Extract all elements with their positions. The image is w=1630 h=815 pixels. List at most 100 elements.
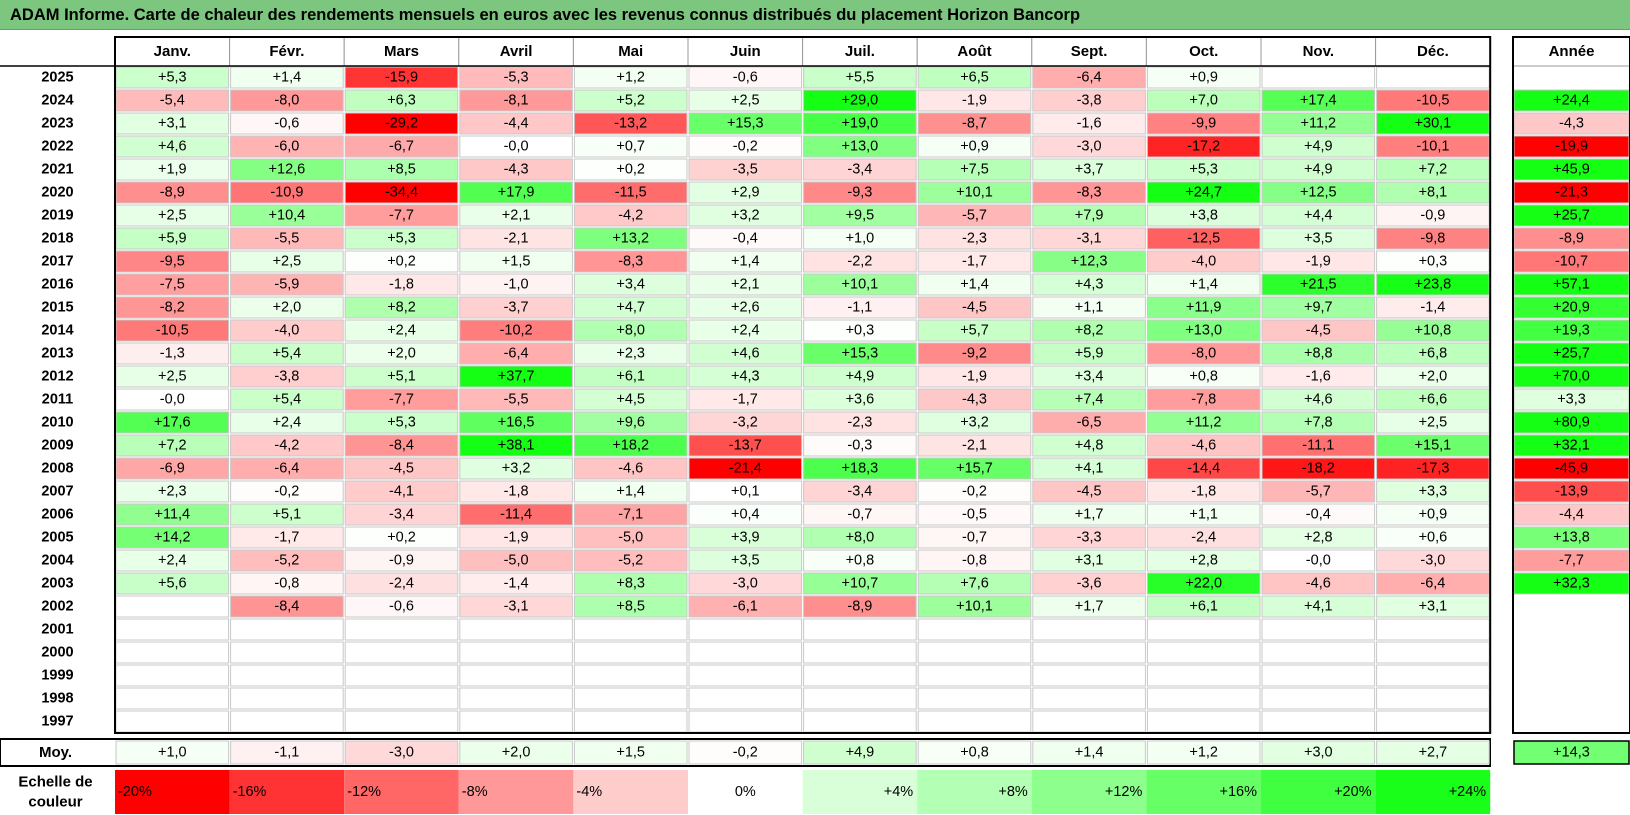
cell-value: +2,0 [1419, 369, 1448, 385]
heat-cell [1146, 158, 1261, 181]
color-scale-label: couleur [28, 794, 82, 811]
cell-value: +2,1 [502, 208, 531, 224]
heat-cell [344, 434, 459, 457]
heat-cell [573, 572, 688, 595]
cell-value: +24,7 [1185, 185, 1222, 201]
cell-value: +14,2 [154, 530, 191, 546]
heat-cell [1032, 112, 1146, 135]
heat-cell [230, 411, 344, 434]
cell-value: -10,1 [1416, 139, 1449, 155]
cell-value: +10,8 [1415, 323, 1452, 339]
cell-value: +9,7 [1304, 300, 1333, 316]
heat-cell [1032, 342, 1146, 365]
heat-cell [1146, 250, 1261, 273]
annual-value: -13,9 [1555, 484, 1588, 500]
heat-cell [1032, 66, 1146, 89]
cell-value: -0,7 [847, 507, 872, 523]
month-header-label: Juin [730, 43, 761, 60]
cell-value: -0,7 [962, 530, 987, 546]
heat-cell [344, 227, 459, 250]
cell-value: +37,7 [498, 369, 535, 385]
color-scale-label-value: +24% [1449, 784, 1487, 800]
cell-value: +15,1 [1415, 438, 1452, 454]
year-label: 2022 [41, 139, 73, 155]
annual-column-border [1512, 36, 1630, 734]
cell-value: +8,5 [387, 162, 416, 178]
cell-value: +9,5 [846, 208, 875, 224]
heat-cell [230, 158, 344, 181]
heat-cell [803, 365, 917, 388]
cell-value: +2,5 [1419, 415, 1448, 431]
cell-value: +7,8 [1304, 415, 1333, 431]
annual-value: +80,9 [1553, 415, 1590, 431]
annual-cell [1514, 642, 1629, 663]
cell-value: +8,8 [1304, 346, 1333, 362]
cell-value: -17,2 [1187, 139, 1220, 155]
cell-value: -6,4 [274, 461, 299, 477]
heat-cell [1146, 434, 1261, 457]
heat-cell [917, 526, 1032, 549]
cell-value: -3,0 [733, 576, 758, 592]
cell-value: -3,0 [1420, 553, 1445, 569]
heat-cell [573, 595, 688, 618]
heat-cell [1261, 342, 1376, 365]
cell-value: +8,3 [616, 576, 645, 592]
heat-cell [1032, 411, 1146, 434]
heat-cell [1261, 204, 1376, 227]
heat-cell [230, 319, 344, 342]
annual-header-label: Année [1549, 43, 1595, 60]
cell-value: +17,6 [154, 415, 191, 431]
heat-cell [1032, 595, 1146, 618]
cell-value: +12,3 [1071, 254, 1108, 270]
cell-value: +2,4 [731, 323, 760, 339]
cell-value: -8,4 [389, 438, 414, 454]
color-scale-swatch [229, 770, 345, 814]
heat-cell [688, 250, 803, 273]
heat-cell [1032, 687, 1146, 710]
cell-value: -5,5 [504, 392, 529, 408]
heat-cell [803, 296, 917, 319]
heat-cell [573, 250, 688, 273]
cell-value: +3,9 [731, 530, 760, 546]
heat-cell [688, 365, 803, 388]
heat-cell [1032, 664, 1146, 687]
cell-value: +3,2 [960, 415, 989, 431]
cell-value: -1,4 [1420, 300, 1445, 316]
color-scale-swatch [1146, 770, 1261, 814]
heat-cell [803, 618, 917, 641]
heat-cell [573, 181, 688, 204]
heat-cell [1146, 296, 1261, 319]
heat-cell [344, 112, 459, 135]
heat-cell [459, 526, 573, 549]
color-scale-swatch [1031, 770, 1147, 814]
cell-value: +0,1 [731, 484, 760, 500]
heat-cell [1261, 112, 1376, 135]
heat-cell [573, 158, 688, 181]
cell-value: -0,2 [733, 139, 758, 155]
heat-cell [803, 687, 917, 710]
cell-value: -6,4 [1077, 70, 1102, 86]
year-label: 2010 [41, 415, 73, 431]
annual-value: +32,1 [1553, 438, 1590, 454]
cell-value: +2,4 [158, 553, 187, 569]
heat-cell [803, 135, 917, 158]
cell-value: +6,8 [1419, 346, 1448, 362]
heat-cell [1146, 112, 1261, 135]
cell-value: -1,9 [962, 369, 987, 385]
heat-cell [917, 595, 1032, 618]
average-cell [573, 740, 688, 765]
year-label: 2008 [41, 461, 73, 477]
heat-cell [917, 572, 1032, 595]
cell-value: -5,2 [618, 553, 643, 569]
cell-value: -0,9 [1420, 208, 1445, 224]
heat-cell [917, 89, 1032, 112]
cell-value: +5,3 [387, 231, 416, 247]
annual-value: -10,7 [1555, 254, 1588, 270]
cell-value: +3,3 [1419, 484, 1448, 500]
heat-cell [917, 687, 1032, 710]
cell-value: -1,8 [389, 277, 414, 293]
heat-cell [344, 319, 459, 342]
average-value: +1,5 [616, 745, 645, 761]
heat-cell [573, 664, 688, 687]
cell-value: +0,9 [960, 139, 989, 155]
